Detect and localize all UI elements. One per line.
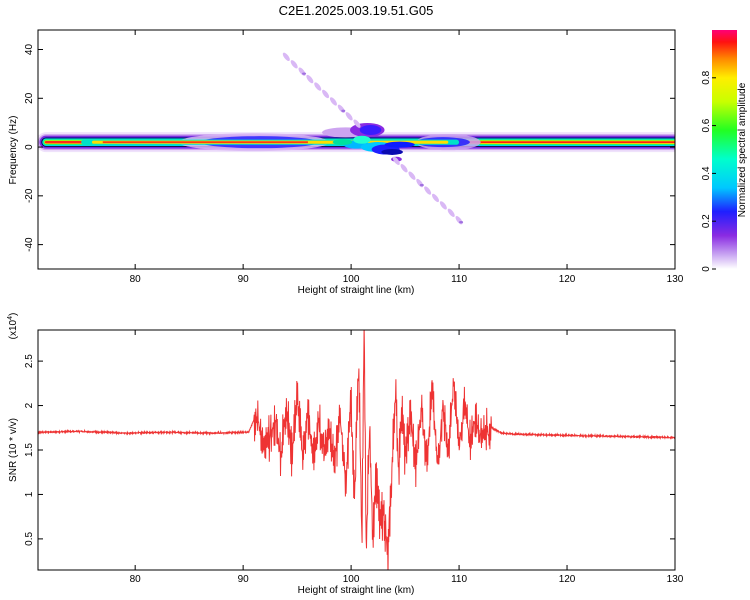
snr-xtick-label: 80 xyxy=(130,574,142,585)
disturbance-blob xyxy=(332,139,353,146)
diagonal-streak-dot xyxy=(341,109,346,113)
diagonal-streak-dash xyxy=(298,67,306,76)
band-core-red-left xyxy=(102,141,308,144)
diagonal-streak-dot xyxy=(459,221,464,224)
diagonal-streak-dash xyxy=(337,104,345,113)
spectrogram-ticks: 80 90 100 110 120 130 40 20 0 -20 -40 xyxy=(24,30,684,285)
colorbar-tick-label: 0.6 xyxy=(701,118,712,132)
spectrogram-xtick-label: 100 xyxy=(343,274,360,285)
colorbar-tick-label: 0.8 xyxy=(701,70,712,84)
colorbar-ticks: 0 0.2 0.4 0.6 0.8 xyxy=(701,70,716,272)
diagonal-streak-dash xyxy=(424,186,432,195)
snr-panel: 80 90 100 110 120 130 0.5 1 1.5 2 2.5 Height of st… xyxy=(7,313,684,596)
diagonal-streak-dash xyxy=(329,97,337,106)
spectrogram-layer xyxy=(38,52,675,225)
diagonal-streak-dash xyxy=(416,178,424,188)
spectrogram-xtick-label: 90 xyxy=(238,274,250,285)
snr-xtick-label: 90 xyxy=(238,574,250,585)
snr-xtick-label: 100 xyxy=(343,574,360,585)
spectrogram-ytick-label: -20 xyxy=(24,188,35,203)
snr-ticks: 80 90 100 110 120 130 0.5 1 1.5 2 2.5 xyxy=(24,330,684,585)
diagonal-streak-dash xyxy=(400,164,408,173)
snr-xlabel: Height of straight line (km) xyxy=(298,585,415,596)
diagonal-streak-dash xyxy=(306,74,314,84)
spectrogram-frame xyxy=(37,29,676,270)
snr-frame xyxy=(37,329,676,571)
snr-xtick-label: 120 xyxy=(559,574,576,585)
spectrogram-xlabel: Height of straight line (km) xyxy=(298,285,415,296)
band-core-red-right xyxy=(480,141,675,144)
colorbar-tick-label: 0.2 xyxy=(701,214,712,228)
colorbar-gradient xyxy=(712,30,737,269)
snr-ytick-label: 2 xyxy=(24,402,35,408)
spectrogram-ytick-label: 20 xyxy=(24,92,35,104)
diagonal-streak-dash xyxy=(439,201,447,210)
snr-ytick-label: 2.5 xyxy=(24,354,35,368)
snr-ytick-label: 0.5 xyxy=(24,532,35,546)
disturbance-blob xyxy=(381,148,403,155)
snr-ytick-label: 1.5 xyxy=(24,443,35,457)
diagonal-streak-dash xyxy=(455,216,463,225)
spectrogram-ytick-label: 40 xyxy=(24,44,35,56)
spectrogram-xtick-label: 120 xyxy=(559,274,576,285)
spectrogram-xtick-label: 130 xyxy=(667,274,684,285)
colorbar-tick-label: 0 xyxy=(701,266,712,272)
spectrogram-xtick-label: 80 xyxy=(130,274,142,285)
snr-xtick-label: 130 xyxy=(667,574,684,585)
snr-series-line xyxy=(38,330,675,570)
diagonal-streak-dash xyxy=(408,171,416,180)
diagonal-streak-dot xyxy=(419,183,424,187)
colorbar: 0 0.2 0.4 0.6 0.8 Normalized spectral amplit… xyxy=(701,30,748,272)
diagonal-streak-dash xyxy=(322,89,330,99)
disturbance-blob xyxy=(353,135,371,144)
diagonal-streak-dash xyxy=(282,52,290,61)
diagonal-streak-dash xyxy=(290,60,298,69)
disturbance-blob xyxy=(359,124,382,135)
diagonal-streak-dash xyxy=(447,208,455,217)
disturbance-blob xyxy=(384,141,415,148)
colorbar-tick-label: 0.4 xyxy=(701,166,712,180)
diagonal-streak-dot xyxy=(302,72,307,75)
snr-ylabel: SNR (10 * v/v) xyxy=(8,418,19,482)
snr-multiplier: (x104) xyxy=(7,313,19,340)
diagonal-streak-dash xyxy=(314,82,322,91)
diagonal-streak-dash xyxy=(353,119,361,128)
spectrogram-ytick-label: 0 xyxy=(24,144,35,150)
snr-ytick-label: 1 xyxy=(24,491,35,497)
diagonal-streak-dash xyxy=(392,156,400,165)
figure-title: C2E1.2025.003.19.51.G05 xyxy=(279,3,434,18)
spectrogram-panel: 80 90 100 110 120 130 40 20 0 -20 -40 Height of st… xyxy=(8,29,684,296)
spectrogram-ylabel: Frequency (Hz) xyxy=(8,116,19,185)
colorbar-label: Normalized spectral amplitude xyxy=(737,82,748,217)
spectrogram-xtick-label: 110 xyxy=(451,274,467,285)
diagonal-streak-dash xyxy=(431,193,440,203)
diagonal-streak-dash xyxy=(345,112,353,121)
spectrogram-ytick-label: -40 xyxy=(24,237,35,252)
snr-xtick-label: 110 xyxy=(451,574,467,585)
